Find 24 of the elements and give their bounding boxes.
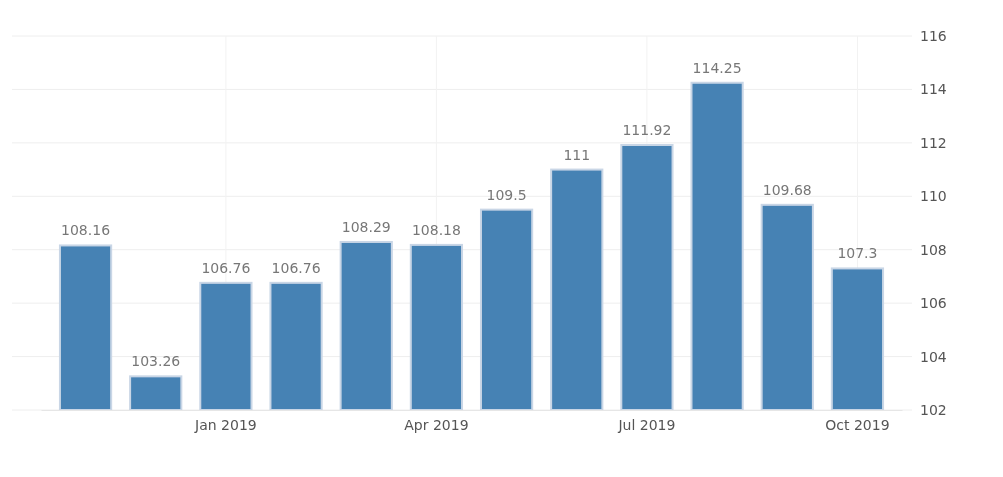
data-label: 107.3 (837, 245, 878, 262)
y-tick-label: 114 (920, 81, 947, 98)
data-label: 114.25 (692, 59, 742, 76)
data-label: 111 (563, 146, 591, 163)
y-tick-label: 104 (920, 348, 947, 365)
y-tick-label: 108 (920, 241, 947, 258)
data-label: 106.76 (201, 259, 251, 276)
x-tick-label: Oct 2019 (825, 416, 890, 433)
data-label: 111.92 (622, 121, 672, 138)
y-tick-label: 112 (920, 134, 947, 151)
data-label: 106.76 (271, 259, 321, 276)
y-tick-label: 110 (920, 188, 947, 205)
data-label: 103.26 (131, 353, 181, 370)
data-label: 108.16 (61, 222, 111, 239)
data-label: 109.5 (486, 186, 527, 203)
y-tick-label: 102 (920, 401, 947, 418)
x-tick-label: Jul 2019 (617, 416, 676, 433)
data-label: 109.68 (762, 181, 812, 198)
x-tick-label: Jan 2019 (194, 416, 257, 433)
data-label: 108.29 (341, 218, 391, 235)
y-tick-label: 116 (920, 27, 947, 44)
data-label: 108.18 (411, 221, 461, 238)
x-tick-label: Apr 2019 (404, 416, 469, 433)
y-tick-label: 106 (920, 295, 947, 312)
